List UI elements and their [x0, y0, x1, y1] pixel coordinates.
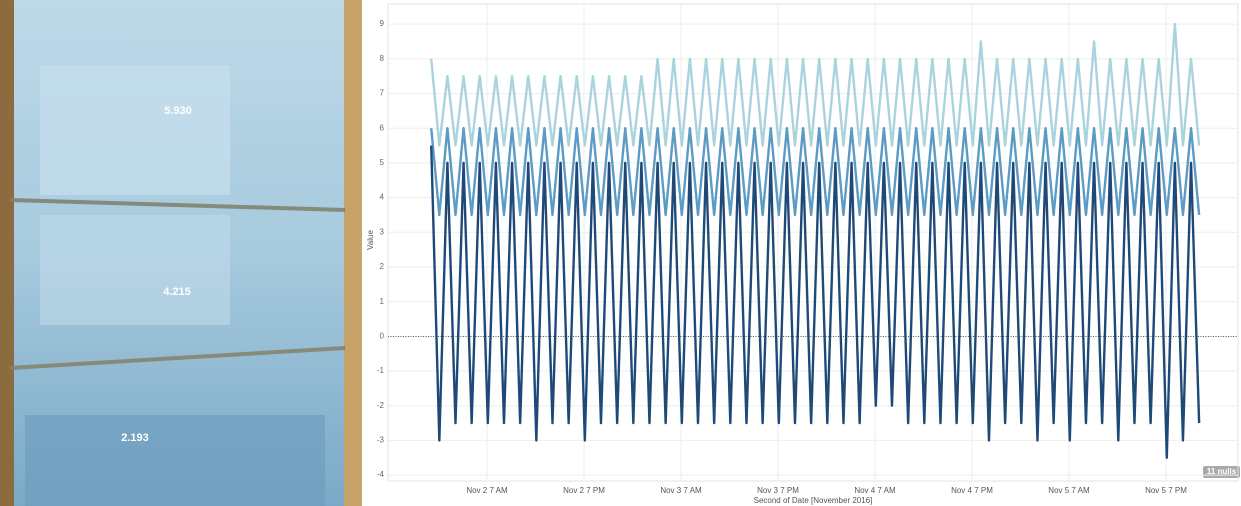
y-tick-label: 0 — [380, 331, 385, 340]
y-tick-label: 6 — [380, 123, 385, 132]
photo: 5.930 4.215 2.193 — [0, 0, 362, 506]
back-panel — [40, 65, 230, 195]
zone-label: 4.215 — [163, 286, 191, 298]
plot: -4 -3 -2 -1 0 1 2 3 4 5 6 7 8 9 Nov 2 7 AM Nov 2 7 PM No… — [377, 3, 1239, 495]
plot-border — [387, 3, 1239, 482]
y-axis-title: Value — [366, 230, 375, 250]
y-tick-label: -1 — [377, 366, 385, 375]
back-panel — [40, 215, 230, 325]
y-tick-label: -2 — [377, 401, 385, 410]
x-tick-label: Nov 4 7 AM — [854, 486, 896, 495]
y-tick-label: 1 — [380, 297, 385, 306]
y-tick-label: 3 — [380, 227, 385, 236]
overlay — [14, 0, 344, 506]
x-tick-label: Nov 3 7 PM — [757, 486, 799, 495]
x-tick-label: Nov 5 7 AM — [1048, 486, 1090, 495]
null-note: 11 nulls — [1207, 467, 1237, 476]
shelf — [9, 346, 346, 370]
x-axis-title: Second of Date [November 2016] — [754, 496, 873, 505]
x-tick-label: Nov 2 7 PM — [563, 486, 605, 495]
zone-label: 5.930 — [164, 105, 192, 117]
y-tick-label: 5 — [380, 158, 385, 167]
y-tick-label: 9 — [380, 19, 385, 28]
y-tick-label: 2 — [380, 262, 385, 271]
series-line — [430, 145, 1201, 459]
series-line — [430, 22, 1201, 147]
x-tick-label: Nov 3 7 AM — [660, 486, 702, 495]
series-line — [430, 126, 1201, 217]
y-tick-label: -3 — [377, 436, 385, 445]
drawer — [25, 415, 325, 506]
x-tick-label: Nov 5 7 PM — [1145, 486, 1187, 495]
y-tick-label: -4 — [377, 470, 385, 479]
shelf — [9, 198, 346, 212]
y-tick-label: 8 — [380, 54, 385, 63]
y-tick-label: 7 — [380, 89, 385, 98]
x-tick-label: Nov 2 7 AM — [466, 486, 508, 495]
zone-label: 2.193 — [121, 432, 149, 444]
x-tick-label: Nov 4 7 PM — [951, 486, 993, 495]
y-tick-label: 4 — [380, 193, 385, 202]
